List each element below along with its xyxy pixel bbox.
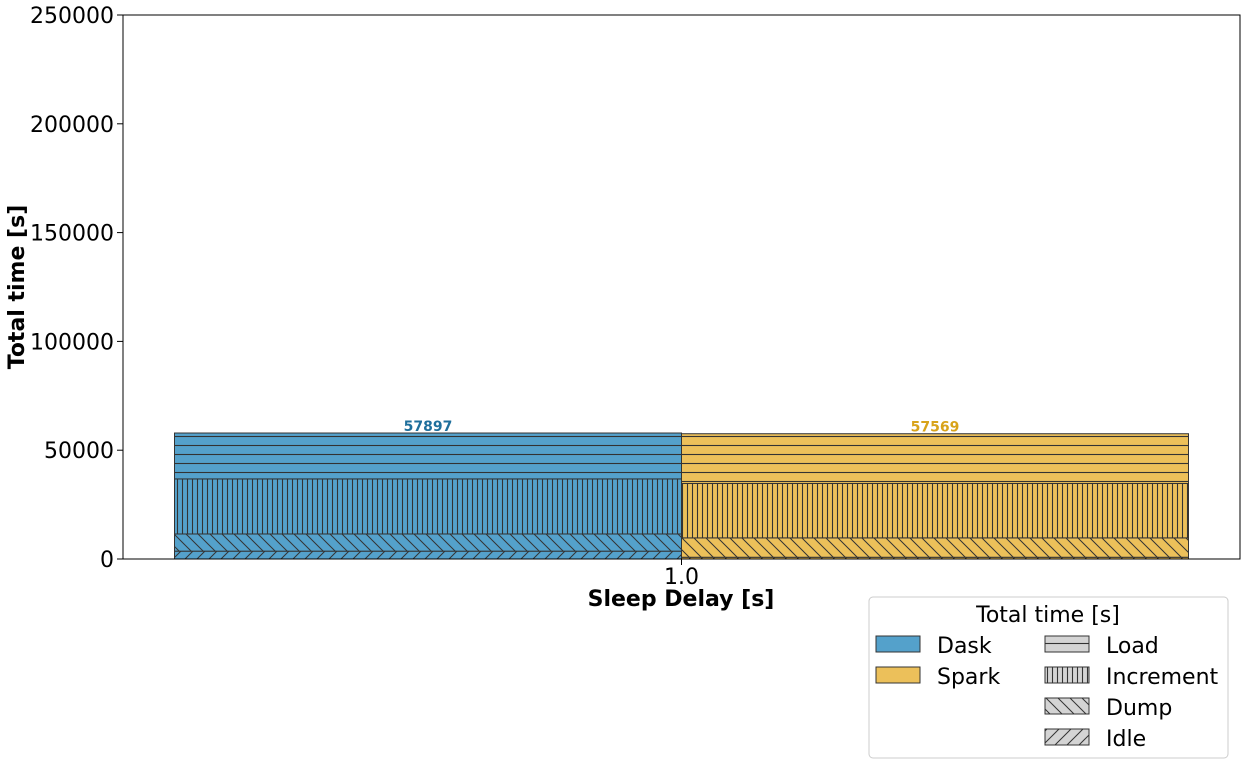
y-tick-label: 0: [100, 548, 114, 573]
y-tick-label: 150000: [30, 222, 114, 247]
legend-label-dask: Dask: [937, 634, 992, 659]
legend-swatch-increment: [1044, 666, 1090, 684]
y-tick-label: 250000: [30, 4, 114, 29]
legend-label-load: Load: [1106, 634, 1159, 659]
legend: Total time [s] Dask Spark Load Increment Dum…: [868, 596, 1229, 759]
legend-label-spark: Spark: [937, 665, 1000, 690]
y-axis: 0 50000 100000 150000 200000 250000: [30, 4, 123, 573]
bar-spark-dump-hatch: [681, 537, 1189, 558]
legend-swatch-load: [1044, 635, 1090, 653]
bar-dask-load-hatch: [174, 432, 682, 480]
x-axis: 1.0: [664, 559, 699, 590]
legend-label-dump: Dump: [1106, 696, 1172, 721]
legend-swatch-dump: [1044, 697, 1090, 715]
y-axis-label: Total time [s]: [5, 205, 30, 370]
legend-swatch-dask: [875, 635, 921, 653]
bar-dask-increment-hatch: [174, 478, 682, 535]
total-label-dask: 57897: [404, 419, 453, 435]
bar-dask-dump-hatch: [174, 533, 682, 552]
legend-title: Total time [s]: [975, 603, 1120, 628]
y-tick-label: 200000: [30, 113, 114, 138]
bar-dask-idle-hatch: [174, 550, 682, 560]
bar-spark-load-hatch: [681, 433, 1189, 484]
legend-swatch-idle: [1044, 728, 1090, 746]
x-tick-label: 1.0: [664, 565, 699, 590]
bar-spark-increment-hatch: [681, 482, 1189, 539]
bars-layer: 57897 57569: [174, 419, 1189, 560]
total-label-spark: 57569: [911, 420, 960, 436]
legend-swatch-spark: [875, 666, 921, 684]
legend-label-increment: Increment: [1106, 665, 1219, 690]
y-tick-label: 50000: [44, 439, 114, 464]
y-tick-label: 100000: [30, 330, 114, 355]
legend-label-idle: Idle: [1106, 727, 1146, 752]
x-axis-label: Sleep Delay [s]: [588, 587, 775, 612]
